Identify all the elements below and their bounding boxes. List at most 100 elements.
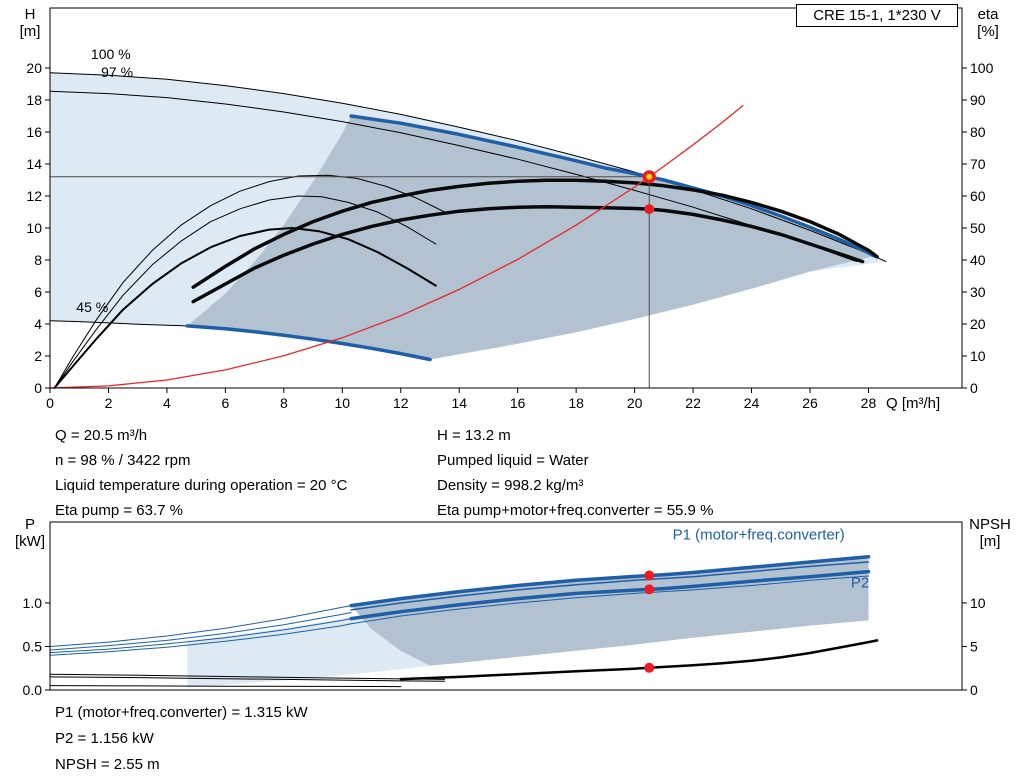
p1-point bbox=[644, 570, 655, 581]
x-tick-label: 0 bbox=[46, 395, 54, 411]
info-liquid-temp: Liquid temperature during operation = 20… bbox=[55, 477, 348, 494]
x-tick-label: 18 bbox=[568, 395, 584, 411]
x-tick-label: 8 bbox=[280, 395, 288, 411]
y-right-tick-label: 5 bbox=[970, 638, 978, 654]
npsh-point bbox=[644, 662, 655, 673]
y-right-tick-label: 30 bbox=[970, 284, 986, 300]
npsh-axis-label-line1: NPSH bbox=[969, 516, 1011, 533]
eta-total-point bbox=[644, 204, 655, 215]
p2-thin-b bbox=[49, 623, 352, 656]
p1-curve bbox=[349, 555, 871, 608]
y-right-tick-label: 100 bbox=[970, 60, 994, 76]
y-left-tick-label: 6 bbox=[34, 284, 42, 300]
info-pumped-liquid: Pumped liquid = Water bbox=[437, 452, 589, 469]
x-tick-label: 16 bbox=[510, 395, 526, 411]
y-left-tick-label: 18 bbox=[26, 92, 42, 108]
info-eta-pump: Eta pump = 63.7 % bbox=[55, 502, 183, 519]
eta-axis-label-line2: [%] bbox=[977, 23, 999, 40]
p1-thin-b bbox=[49, 612, 352, 651]
eta-axis-label-line1: eta bbox=[977, 6, 999, 23]
min-speed-blue-curve bbox=[185, 324, 432, 362]
speed-curve-97pct bbox=[49, 90, 858, 263]
h-axis-label-line2: [m] bbox=[19, 23, 41, 40]
y-right-tick-label: 40 bbox=[970, 252, 986, 268]
eta-total-curve bbox=[191, 204, 865, 304]
label-p1: P1 (motor+freq.converter) bbox=[673, 526, 845, 543]
system-curve-red bbox=[49, 104, 744, 389]
info-q: Q = 20.5 m³/h bbox=[55, 427, 148, 444]
label-100pct: 100 % bbox=[91, 46, 131, 62]
y-left-tick-label: 0.0 bbox=[23, 682, 43, 698]
p1-mid-curve bbox=[350, 561, 870, 611]
y-right-tick-label: 70 bbox=[970, 156, 986, 172]
duty-info-right: H = 13.2 m Pumped liquid = Water Density… bbox=[437, 423, 713, 523]
pump-title-box: CRE 15-1, 1*230 V bbox=[796, 4, 958, 27]
x-tick-label: 26 bbox=[802, 395, 818, 411]
power-pale-fill bbox=[187, 608, 430, 688]
h-axis-label: H [m] bbox=[8, 6, 52, 40]
y-left-tick-label: 20 bbox=[26, 60, 42, 76]
label-45pct: 45 % bbox=[76, 299, 108, 315]
x-tick-label: 20 bbox=[627, 395, 643, 411]
label-97pct: 97 % bbox=[101, 64, 133, 80]
p2-thin-a bbox=[49, 618, 352, 654]
y-left-tick-label: 8 bbox=[34, 252, 42, 268]
eta-fan-curve-2 bbox=[53, 195, 437, 389]
x-axis-unit-label: Q [m³/h] bbox=[886, 395, 940, 412]
y-right-tick-label: 0 bbox=[970, 682, 978, 698]
y-right-tick-label: 80 bbox=[970, 124, 986, 140]
power-duty-fill bbox=[351, 556, 869, 666]
y-left-tick-label: 0.5 bbox=[23, 638, 43, 654]
hq-chart-frame bbox=[49, 7, 963, 389]
info-speed: n = 98 % / 3422 rpm bbox=[55, 452, 191, 469]
y-left-tick-label: 4 bbox=[34, 316, 42, 332]
p2-curve bbox=[349, 569, 871, 621]
eta-axis-label: eta [%] bbox=[963, 6, 1013, 40]
y-left-tick-label: 0 bbox=[34, 380, 42, 396]
info-p2: P2 = 1.156 kW bbox=[55, 730, 154, 747]
info-npsh: NPSH = 2.55 m bbox=[55, 756, 160, 773]
x-tick-label: 22 bbox=[685, 395, 701, 411]
duty-point bbox=[642, 170, 656, 184]
eta-fan-curve-1 bbox=[53, 174, 446, 389]
y-right-tick-label: 10 bbox=[970, 595, 986, 611]
eta-fan-curve-3 bbox=[53, 227, 437, 389]
x-tick-label: 14 bbox=[451, 395, 467, 411]
y-right-tick-label: 90 bbox=[970, 92, 986, 108]
p-axis-label: P [kW] bbox=[8, 516, 52, 550]
y-left-tick-label: 14 bbox=[26, 156, 42, 172]
x-tick-label: 28 bbox=[861, 395, 877, 411]
y-left-tick-label: 16 bbox=[26, 124, 42, 140]
x-tick-label: 2 bbox=[105, 395, 113, 411]
p1-thin-a bbox=[49, 605, 352, 647]
x-tick-label: 12 bbox=[393, 395, 409, 411]
npsh-axis-label: NPSH [m] bbox=[962, 516, 1018, 550]
p-black-thin-b bbox=[49, 676, 446, 682]
y-right-tick-label: 50 bbox=[970, 220, 986, 236]
y-left-tick-label: 1.0 bbox=[23, 595, 43, 611]
y-left-tick-label: 12 bbox=[26, 188, 42, 204]
info-density: Density = 998.2 kg/m³ bbox=[437, 477, 584, 494]
p-axis-label-line2: [kW] bbox=[15, 533, 45, 550]
y-right-tick-label: 60 bbox=[970, 188, 986, 204]
y-right-tick-label: 0 bbox=[970, 380, 978, 396]
info-eta-total: Eta pump+motor+freq.converter = 55.9 % bbox=[437, 502, 714, 519]
power-info: P1 (motor+freq.converter) = 1.315 kW P2 … bbox=[55, 700, 308, 778]
p2-lower-thin bbox=[350, 575, 869, 625]
p-axis-label-line1: P bbox=[24, 516, 35, 533]
power-npsh-chart-frame bbox=[49, 521, 963, 691]
max-duty-blue-curve bbox=[349, 114, 877, 258]
p-black-thin-c bbox=[49, 685, 402, 688]
x-tick-label: 24 bbox=[744, 395, 760, 411]
info-h: H = 13.2 m bbox=[437, 427, 511, 444]
p2-point bbox=[644, 584, 655, 595]
y-right-tick-label: 20 bbox=[970, 316, 986, 332]
y-left-tick-label: 10 bbox=[26, 220, 42, 236]
npsh-axis-label-line2: [m] bbox=[979, 533, 1001, 550]
y-right-tick-label: 10 bbox=[970, 348, 986, 364]
h-axis-label-line1: H bbox=[24, 6, 36, 23]
speed-curve-100pct bbox=[49, 72, 887, 263]
speed-curve-45pct bbox=[49, 320, 188, 327]
